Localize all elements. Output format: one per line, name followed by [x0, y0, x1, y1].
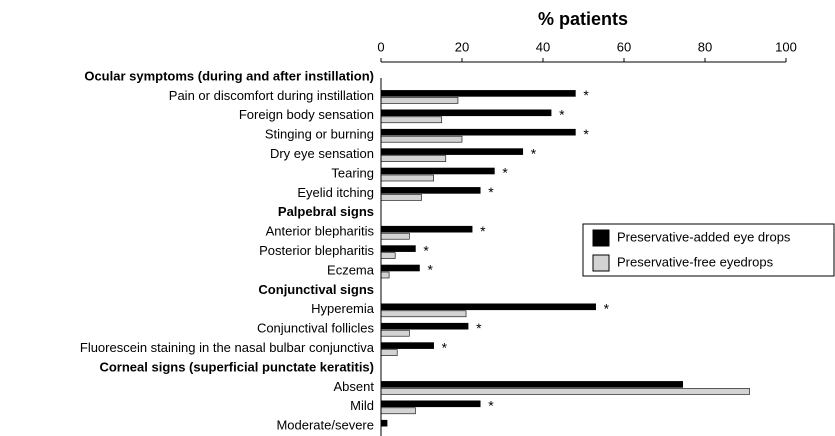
y-tick-label: Anterior blepharitis	[266, 224, 375, 239]
bar	[380, 349, 398, 356]
y-tick-label: Stinging or burning	[265, 127, 374, 142]
legend-label: Preservative-free eyedrops	[617, 254, 774, 269]
group-header: Ocular symptoms (during and after instil…	[84, 68, 374, 83]
group-header: Palpebral signs	[278, 204, 374, 219]
bar	[380, 128, 576, 136]
bar	[380, 148, 524, 155]
legend-label: Preservative-added eye drops	[617, 229, 791, 244]
bar	[380, 174, 434, 182]
axis-title: % patients	[538, 9, 628, 29]
bar	[380, 329, 410, 337]
x-tick-label: 100	[775, 39, 797, 54]
significance-marker: *	[442, 339, 448, 355]
significance-marker: *	[583, 87, 589, 103]
significance-marker: *	[502, 165, 508, 181]
bar	[380, 194, 422, 201]
bar	[380, 303, 596, 311]
bar	[380, 135, 463, 143]
significance-marker: *	[423, 242, 429, 258]
bar	[380, 310, 467, 318]
bar	[380, 252, 396, 259]
legend-swatch	[592, 229, 610, 247]
y-tick-label: Mild	[350, 398, 374, 413]
significance-marker: *	[427, 262, 433, 278]
y-tick-label: Fluorescein staining in the nasal bulbar…	[80, 340, 375, 355]
bar	[380, 381, 684, 388]
bar	[380, 271, 390, 279]
y-tick-label: Dry eye sensation	[270, 146, 374, 161]
significance-marker: *	[604, 301, 610, 317]
group-header: Corneal signs (superficial punctate kera…	[99, 359, 374, 374]
significance-marker: *	[583, 126, 589, 142]
x-tick-label: 60	[617, 39, 631, 54]
significance-marker: *	[488, 184, 494, 200]
y-tick-label: Tearing	[331, 165, 374, 180]
significance-marker: *	[531, 145, 537, 161]
bar	[380, 155, 447, 162]
significance-marker: *	[559, 107, 565, 123]
x-tick-label: 40	[536, 39, 550, 54]
significance-marker: *	[488, 398, 494, 414]
y-tick-label: Hyperemia	[311, 301, 375, 316]
bar	[380, 232, 410, 240]
x-tick-label: 0	[377, 39, 384, 54]
bar	[380, 388, 750, 395]
legend-box	[582, 223, 835, 277]
bar	[380, 264, 420, 272]
y-tick-label: Pain or discomfort during instillation	[169, 88, 374, 103]
y-tick-label: Conjunctival follicles	[257, 321, 375, 336]
bar	[380, 225, 473, 233]
significance-marker: *	[476, 320, 482, 336]
y-tick-label: Absent	[334, 379, 375, 394]
bar	[380, 322, 469, 330]
group-header: Conjunctival signs	[258, 282, 374, 297]
bar	[380, 419, 388, 427]
bar	[380, 342, 434, 349]
x-tick-label: 80	[698, 39, 712, 54]
bar	[380, 116, 443, 124]
bar	[380, 97, 459, 104]
bar	[380, 90, 576, 97]
x-tick-label: 20	[455, 39, 469, 54]
bar	[380, 187, 481, 194]
y-tick-label: Foreign body sensation	[239, 107, 374, 122]
y-tick-label: Eyelid itching	[297, 185, 374, 200]
bar	[380, 400, 481, 408]
significance-marker: *	[480, 223, 486, 239]
bar	[380, 109, 552, 117]
y-tick-label: Eczema	[327, 262, 375, 277]
y-tick-label: Moderate/severe	[276, 418, 374, 433]
bar	[380, 407, 416, 415]
bar	[380, 245, 416, 252]
y-tick-label: Posterior blepharitis	[259, 243, 374, 258]
bar	[380, 167, 495, 175]
legend-swatch	[592, 254, 610, 272]
